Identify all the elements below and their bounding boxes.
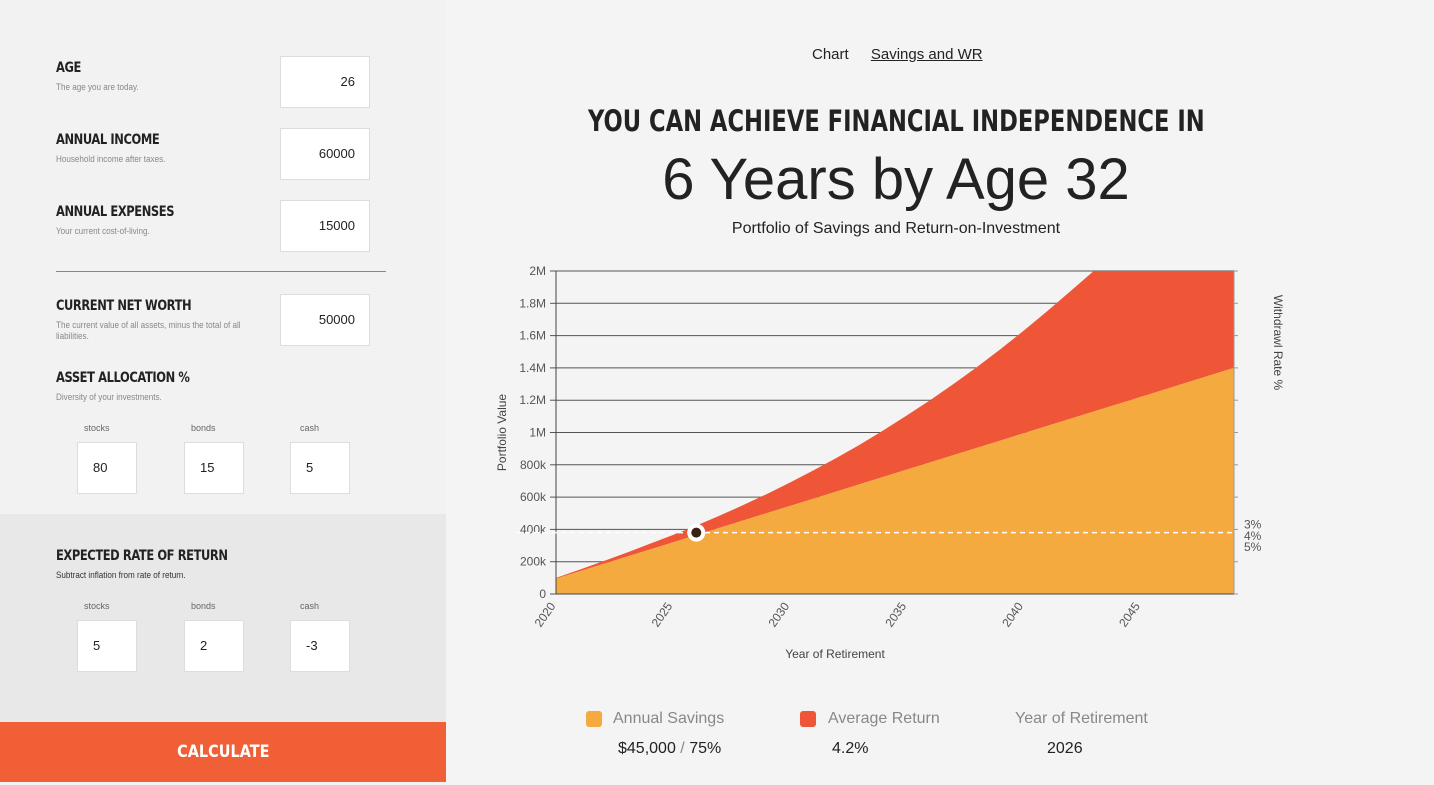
income-title: ANNUAL INCOME: [56, 132, 160, 148]
y-tick-label-8: 1.6M: [519, 329, 546, 343]
y2-tick-label-0: 3%: [1244, 518, 1262, 532]
returns-bonds-input[interactable]: 2: [184, 620, 244, 672]
return-legend-label: Average Return: [828, 710, 940, 727]
section-divider: [56, 271, 386, 272]
y2-axis-label: Withdrawl Rate %: [1271, 295, 1285, 391]
y-axis-label: Portfolio Value: [495, 394, 509, 471]
net-worth-input[interactable]: 50000: [280, 294, 370, 346]
y-tick-label-5: 1M: [529, 426, 546, 440]
net-worth-title: CURRENT NET WORTH: [56, 298, 192, 314]
x-tick-label-0: 2020: [532, 599, 559, 629]
tab-savings-wr[interactable]: Savings and WR: [870, 46, 983, 63]
y2-tick-label-1: 4%: [1244, 529, 1262, 543]
income-input[interactable]: 60000: [280, 128, 370, 180]
return-area: [556, 271, 1234, 579]
x-tick-label-3: 2035: [882, 599, 909, 629]
y-tick-label-4: 800k: [520, 458, 547, 472]
x-tick-label-4: 2040: [999, 599, 1026, 629]
y-tick-label-2: 400k: [520, 522, 547, 536]
returns-stocks-input[interactable]: 5: [77, 620, 137, 672]
returns-title: EXPECTED RATE OF RETURN: [56, 548, 228, 564]
chart-title: Portfolio of Savings and Return-on-Inves…: [731, 220, 1061, 237]
savings-legend-swatch: [586, 711, 602, 727]
retire-legend-value: 2026: [1047, 740, 1083, 757]
view-tabs: Chart Savings and WR: [812, 46, 983, 63]
expenses-title: ANNUAL EXPENSES: [56, 204, 175, 220]
y-tick-label-6: 1.2M: [519, 393, 546, 407]
income-desc: Household income after taxes.: [56, 154, 166, 164]
allocation-desc: Diversity of your investments.: [56, 392, 162, 402]
calculate-button[interactable]: CALCULATE: [0, 722, 446, 782]
allocation-stocks-input[interactable]: 80: [77, 442, 137, 494]
age-title: AGE: [56, 60, 81, 76]
input-panel: AGE The age you are today. 26 ANNUAL INC…: [0, 0, 446, 785]
allocation-stocks-label: stocks: [84, 423, 110, 433]
returns-desc: Subtract inflation from rate of return.: [56, 570, 186, 580]
returns-bonds-label: bonds: [191, 601, 216, 611]
y-tick-label-7: 1.4M: [519, 361, 546, 375]
portfolio-chart: 0 200k 400k 600k 800k 1M 1.2M 1.4M 1.6M 1.8M 2M 202…: [495, 264, 1285, 661]
return-inputs-section: [0, 514, 446, 722]
x-tick-label-1: 2025: [649, 599, 676, 629]
savings-legend-label: Annual Savings: [613, 710, 725, 727]
y-tick-label-1: 200k: [520, 555, 547, 569]
calculate-label: CALCULATE: [176, 742, 270, 762]
allocation-bonds-label: bonds: [191, 423, 216, 433]
savings-rate: 75%: [689, 740, 722, 757]
x-tick-label-2: 2030: [765, 599, 792, 629]
expenses-input[interactable]: 15000: [280, 200, 370, 252]
tab-chart[interactable]: Chart: [812, 46, 849, 63]
result-headline: YOU CAN ACHIEVE FINANCIAL INDEPENDENCE I…: [446, 104, 1346, 138]
savings-legend-value: $45,000 / 75%: [618, 740, 721, 758]
retire-legend-label: Year of Retirement: [1015, 710, 1148, 727]
x-tick-label-5: 2045: [1116, 599, 1143, 629]
return-legend-swatch: [800, 711, 816, 727]
result-headline-text: YOU CAN ACHIEVE FINANCIAL INDEPENDENCE I…: [587, 104, 1205, 138]
return-legend-value: 4.2%: [832, 740, 869, 757]
y2-tick-label-2: 5%: [1244, 540, 1262, 554]
x-axis-label: Year of Retirement: [785, 647, 885, 661]
fi-marker-dot: [691, 527, 702, 538]
allocation-title: ASSET ALLOCATION %: [56, 370, 190, 386]
y-tick-label-9: 1.8M: [519, 296, 546, 310]
savings-area: [556, 367, 1234, 594]
result-years: 6 Years by Age 32: [662, 147, 1130, 212]
returns-stocks-label: stocks: [84, 601, 110, 611]
net-worth-desc: The current value of all assets, minus t…: [56, 320, 241, 341]
age-desc: The age you are today.: [56, 82, 139, 92]
savings-amount: $45,000: [618, 740, 676, 757]
allocation-cash-label: cash: [300, 423, 320, 433]
allocation-bonds-input[interactable]: 15: [184, 442, 244, 494]
y-tick-label-10: 2M: [529, 264, 546, 278]
y-tick-label-3: 600k: [520, 490, 547, 504]
basic-inputs-section: [0, 0, 446, 514]
expenses-desc: Your current cost-of-living.: [56, 226, 150, 236]
returns-cash-input[interactable]: -3: [290, 620, 350, 672]
savings-separator: /: [680, 740, 685, 757]
y-tick-label-0: 0: [539, 587, 546, 601]
age-input[interactable]: 26: [280, 56, 370, 108]
allocation-cash-input[interactable]: 5: [290, 442, 350, 494]
returns-cash-label: cash: [300, 601, 320, 611]
